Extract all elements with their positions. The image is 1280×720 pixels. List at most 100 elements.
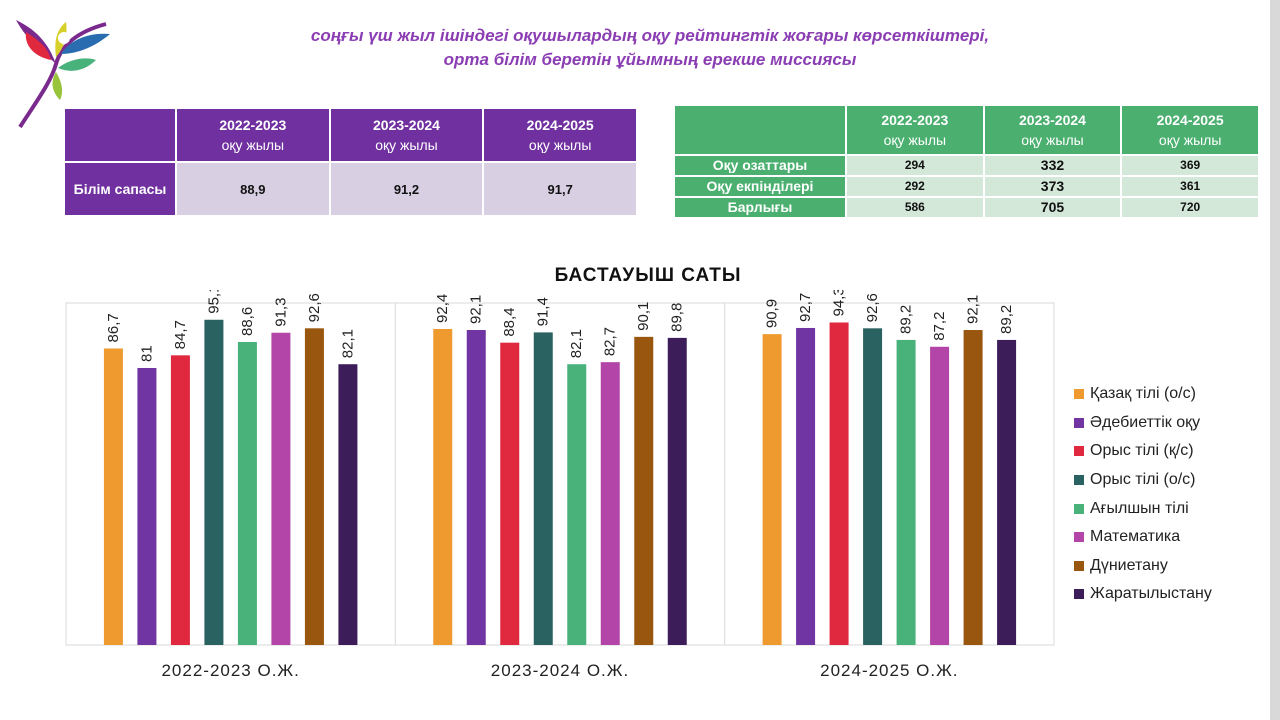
bar [103, 348, 123, 645]
quality-header-2022: 2022-2023 оқу жылы [175, 107, 331, 163]
legend-item: Орыс тілі (қ/с) [1074, 437, 1212, 466]
legend-swatch [1074, 417, 1084, 428]
data-label: 81 [138, 345, 155, 362]
legend-label: Дүниетану [1090, 556, 1168, 574]
quality-table-row: Білім сапасы 88,9 91,2 91,7 [63, 161, 638, 217]
bar [963, 330, 983, 645]
chart-title: БАСТАУЫШ САТЫ [554, 265, 742, 286]
students-cell: 369 [1120, 154, 1260, 177]
chart-legend: Қазақ тілі (о/с) Әдебиеттік оқу Орыс тілі … [1074, 380, 1212, 609]
quality-header-2023: 2023-2024 оқу жылы [328, 107, 485, 163]
students-cell: 586 [845, 196, 985, 219]
x-tick-label: 2022-2023 О.Ж. [161, 661, 299, 680]
students-header-2022: 2022-2023 оқу жылы [845, 104, 985, 156]
bar [433, 328, 453, 645]
x-tick-label: 2023-2024 О.Ж. [491, 661, 629, 680]
data-label: 82,1 [568, 329, 585, 358]
quality-value-2022: 88,9 [175, 161, 331, 217]
legend-label: Орыс тілі (о/с) [1090, 471, 1196, 489]
title-line-1: соңғы үш жыл ішіндегі оқушылардың оқу ре… [310, 26, 990, 45]
bar [829, 322, 849, 645]
students-cell: 720 [1120, 196, 1260, 219]
quality-table-corner [63, 107, 177, 163]
quality-value-2023: 91,2 [328, 161, 485, 217]
students-row-label: Оқу озаттары [673, 154, 847, 177]
bar [796, 327, 816, 645]
bar [304, 328, 324, 645]
bar [533, 332, 553, 645]
students-cell: 373 [982, 175, 1123, 198]
bar [896, 339, 916, 645]
legend-swatch [1074, 589, 1084, 600]
bar [997, 339, 1017, 645]
bar [634, 336, 654, 645]
bar-chart: 86,7 81 84,7 95,1 88,6 91,3 92,6 82,1 2022-2023 … [65, 290, 1055, 680]
title-line-2: орта білім беретін ұйымның ерекше миссия… [443, 50, 857, 69]
data-label: 90,9 [764, 299, 781, 328]
plot-area [65, 302, 1055, 646]
quality-row-label: Білім сапасы [63, 161, 177, 217]
quality-table-header: 2022-2023 оқу жылы 2023-2024 оқу жылы 2024… [63, 107, 638, 163]
students-row-label: Оқу екпінділері [673, 175, 847, 198]
data-label: 88,4 [501, 307, 518, 336]
data-label: 84,7 [172, 320, 189, 349]
data-label: 86,7 [105, 313, 122, 342]
data-label: 91,4 [535, 297, 552, 326]
legend-swatch [1074, 503, 1084, 514]
students-cell: 292 [845, 175, 985, 198]
legend-label: Қазақ тілі (о/с) [1090, 385, 1196, 403]
bar [204, 319, 224, 645]
students-header-2023: 2023-2024 оқу жылы [982, 104, 1123, 156]
bar [466, 330, 486, 645]
legend-swatch [1074, 560, 1084, 571]
students-cell: 294 [845, 154, 985, 177]
data-label: 89,2 [898, 305, 915, 334]
data-label: 94,3 [831, 290, 848, 316]
data-label: 82,1 [339, 329, 356, 358]
data-label: 89,2 [998, 305, 1015, 334]
legend-label: Ағылшын тілі [1090, 499, 1189, 517]
right-edge-strip [1270, 0, 1280, 720]
bar [762, 334, 782, 645]
data-label: 92,6 [864, 293, 881, 322]
bar [567, 364, 587, 645]
data-label: 95,1 [205, 290, 222, 314]
students-row-label: Барлығы [673, 196, 847, 219]
legend-item: Жаратылыстану [1074, 580, 1212, 609]
legend-swatch [1074, 446, 1084, 457]
bar [271, 332, 291, 645]
students-row-excellent: Оқу озаттары 294 332 369 [673, 154, 1260, 177]
quality-header-2024: 2024-2025 оқу жылы [482, 107, 638, 163]
data-label: 91,3 [272, 298, 289, 327]
students-table-corner [673, 104, 847, 156]
legend-label: Орыс тілі (қ/с) [1090, 442, 1194, 460]
legend-label: Әдебиеттік оқу [1090, 413, 1201, 431]
legend-item: Ағылшын тілі [1074, 494, 1212, 523]
data-label: 92,1 [468, 295, 485, 324]
bar [338, 364, 358, 645]
students-cell: 361 [1120, 175, 1260, 198]
legend-item: Әдебиеттік оқу [1074, 409, 1212, 438]
bar [600, 362, 620, 645]
data-label: 92,6 [306, 293, 323, 322]
data-label: 92,4 [434, 294, 451, 323]
legend-item: Қазақ тілі (о/с) [1074, 380, 1212, 409]
students-cell: 332 [982, 154, 1123, 177]
students-row-good: Оқу екпінділері 292 373 361 [673, 175, 1260, 198]
legend-swatch [1074, 532, 1084, 543]
legend-label: Математика [1090, 528, 1181, 546]
students-header-2024: 2024-2025 оқу жылы [1120, 104, 1260, 156]
bar [667, 337, 687, 645]
legend-label: Жаратылыстану [1090, 585, 1212, 603]
data-label: 90,1 [635, 302, 652, 331]
bar [863, 328, 883, 645]
bar [170, 355, 190, 645]
data-label: 82,7 [602, 327, 619, 356]
legend-item: Орыс тілі (о/с) [1074, 466, 1212, 495]
bar [137, 367, 157, 645]
legend-swatch [1074, 475, 1084, 486]
students-table-header: 2022-2023 оқу жылы 2023-2024 оқу жылы 2024… [673, 104, 1260, 156]
data-label: 89,8 [669, 303, 686, 332]
data-label: 92,1 [965, 295, 982, 324]
legend-swatch [1074, 389, 1084, 400]
